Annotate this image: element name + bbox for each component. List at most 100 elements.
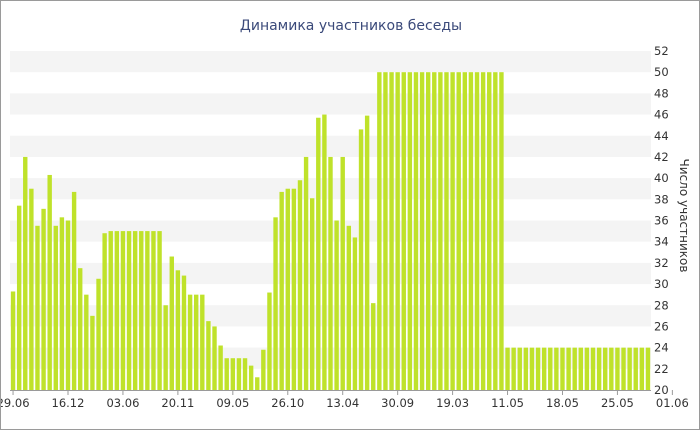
- bar: [340, 156, 345, 390]
- bar: [633, 347, 638, 391]
- bar: [78, 268, 83, 390]
- bar: [53, 225, 58, 390]
- y-tick-label: 26: [654, 319, 669, 333]
- y-tick-label: 48: [654, 86, 669, 100]
- bar: [218, 345, 223, 390]
- bar: [181, 275, 187, 390]
- bar: [297, 180, 303, 390]
- bar: [499, 72, 504, 390]
- bar: [248, 365, 254, 390]
- bar: [230, 358, 236, 390]
- bar: [41, 208, 46, 390]
- bar: [615, 347, 620, 391]
- bar: [535, 347, 541, 391]
- bar: [65, 220, 71, 390]
- x-tick-label: 30.09: [381, 396, 414, 410]
- bar: [163, 305, 168, 390]
- bar: [309, 198, 315, 390]
- bar: [560, 347, 565, 391]
- bar: [23, 156, 28, 390]
- bar: [316, 117, 321, 391]
- chart-title: Динамика участников беседы: [240, 18, 462, 34]
- bar: [395, 72, 400, 390]
- bar: [517, 347, 522, 391]
- grid-band: [10, 93, 651, 115]
- bar: [371, 303, 376, 390]
- bar: [603, 347, 608, 391]
- bar: [444, 72, 449, 390]
- y-axis-ticks: 20 22 24 26 28 30 32 34 36 38 40 42 44 46 48 50 52: [654, 44, 669, 397]
- x-tick-label: 09.05: [216, 396, 249, 410]
- bar: [126, 231, 132, 390]
- bar: [627, 347, 632, 391]
- bar: [71, 191, 77, 390]
- bar: [523, 347, 529, 391]
- bar: [35, 225, 40, 390]
- y-tick-label: 38: [654, 192, 669, 206]
- bar: [645, 347, 651, 391]
- bar: [413, 72, 419, 390]
- bar: [96, 278, 101, 390]
- bar: [358, 129, 364, 390]
- y-tick-label: 44: [654, 129, 669, 143]
- bar: [541, 347, 547, 391]
- y-axis-label: Число участников: [677, 159, 691, 273]
- bar: [187, 294, 193, 390]
- bar: [139, 231, 144, 390]
- y-tick-label: 46: [654, 108, 669, 122]
- bar: [609, 347, 614, 391]
- bar: [169, 256, 174, 390]
- y-tick-label: 20: [654, 383, 669, 397]
- bar: [200, 294, 205, 390]
- bars: [10, 72, 651, 391]
- bar: [151, 231, 156, 390]
- bar: [346, 225, 352, 390]
- x-tick-label: 13.04: [326, 396, 359, 410]
- y-tick-label: 36: [654, 214, 669, 228]
- bar: [572, 347, 577, 391]
- y-tick-label: 40: [654, 171, 669, 185]
- x-tick-label: 29.06: [1, 396, 30, 410]
- bar: [224, 358, 229, 390]
- bar: [16, 205, 22, 390]
- bar: [10, 291, 16, 390]
- x-axis-ticks: 29.06 16.12 03.06 20.11 09.05 26.10 13.04 30.09…: [1, 390, 689, 410]
- bar: [566, 347, 571, 391]
- bar: [554, 347, 559, 391]
- bar: [108, 231, 113, 390]
- bar: [511, 347, 516, 391]
- bar: [291, 188, 297, 390]
- bar: [438, 72, 443, 390]
- bar: [596, 347, 602, 391]
- bar: [505, 347, 510, 391]
- bar: [529, 347, 535, 391]
- y-tick-label: 30: [654, 277, 669, 291]
- x-tick-label: 01.06: [656, 396, 689, 410]
- x-tick-label: 19.03: [436, 396, 469, 410]
- bar: [480, 72, 486, 390]
- bar: [432, 72, 437, 390]
- x-tick-label: 18.05: [546, 396, 579, 410]
- bar: [334, 220, 339, 390]
- y-tick-label: 42: [654, 150, 669, 164]
- bar: [84, 294, 89, 390]
- bar: [261, 349, 266, 390]
- bar: [548, 347, 553, 391]
- y-tick-label: 34: [654, 235, 669, 249]
- bar: [584, 347, 590, 391]
- bar: [279, 191, 284, 390]
- bar: [132, 231, 138, 390]
- bar: [303, 156, 309, 390]
- bar: [206, 321, 211, 390]
- bar: [450, 72, 455, 390]
- bar: [328, 156, 333, 390]
- bar: [175, 270, 181, 390]
- x-tick-label: 20.11: [161, 396, 194, 410]
- bar: [487, 72, 492, 390]
- bar: [456, 72, 461, 390]
- bar: [47, 174, 52, 390]
- bar: [383, 72, 388, 390]
- bar: [255, 377, 260, 390]
- bar: [59, 217, 65, 390]
